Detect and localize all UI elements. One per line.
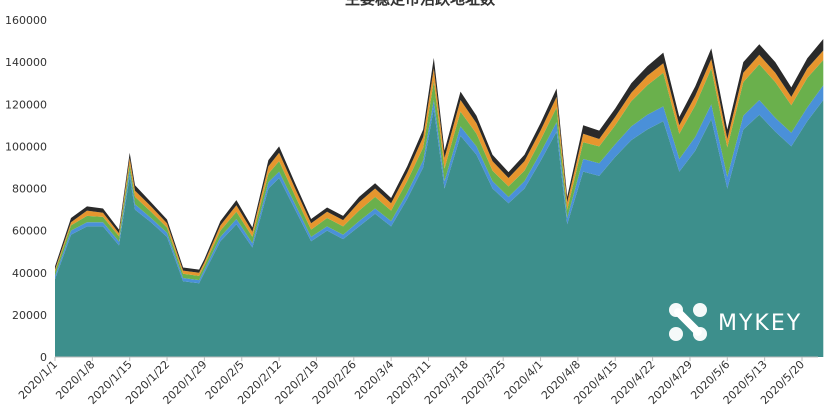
area-layers — [55, 39, 824, 357]
y-tick-label: 0 — [40, 351, 47, 364]
area-series-teal — [55, 100, 824, 357]
x-tick-label: 2020/4/1 — [502, 358, 546, 402]
y-tick-label: 160000 — [5, 14, 47, 27]
area-series-blue — [55, 85, 824, 284]
area-series-green — [55, 60, 824, 281]
y-tick-label: 80000 — [12, 183, 47, 196]
area-series-dark — [55, 39, 824, 273]
x-axis: 2020/1/12020/1/82020/1/152020/1/222020/1… — [16, 356, 818, 407]
area-series-orange — [55, 50, 824, 276]
y-tick-label: 120000 — [5, 98, 47, 111]
watermark-brand: MYKEY — [718, 311, 802, 336]
chart-title: 主要稳定币活跃地址数 — [345, 0, 496, 8]
watermark: MYKEY — [669, 303, 802, 341]
y-tick-label: 60000 — [12, 225, 47, 238]
mykey-logo-icon — [669, 303, 707, 341]
x-tick-label: 2020/1/1 — [16, 358, 60, 402]
y-tick-label: 20000 — [12, 309, 47, 322]
y-tick-label: 40000 — [12, 267, 47, 280]
y-tick-label: 140000 — [5, 56, 47, 69]
y-axis: 0 20000 40000 60000 80000 100000 120000 140000 1… — [5, 14, 47, 364]
y-tick-label: 100000 — [5, 140, 47, 153]
